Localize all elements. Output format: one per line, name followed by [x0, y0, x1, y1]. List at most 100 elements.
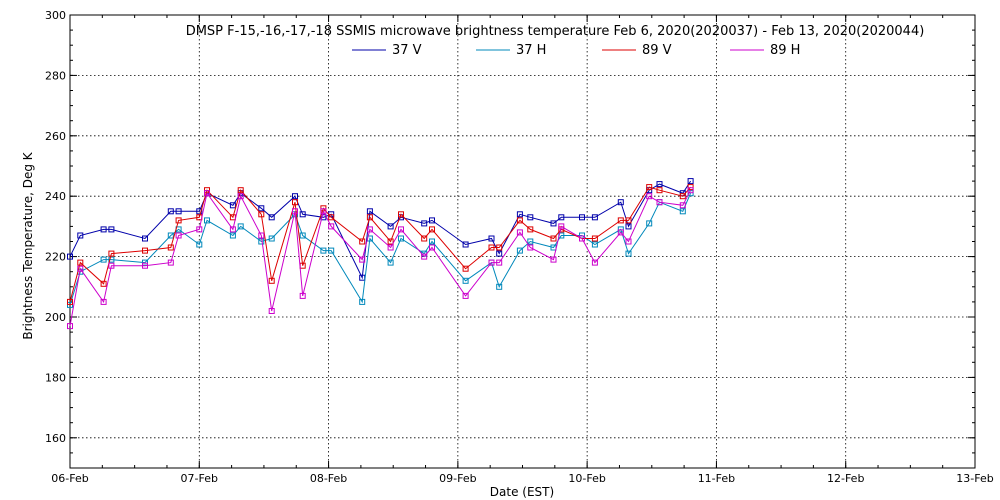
data-point: [77, 259, 84, 266]
data-point: [237, 187, 244, 194]
data-point: [496, 259, 503, 266]
data-point: [292, 199, 298, 206]
data-point: [421, 220, 428, 227]
data-point: [646, 193, 653, 200]
data-point: [550, 235, 557, 242]
data-point: [387, 244, 394, 251]
data-point: [366, 214, 373, 221]
data-point: [591, 214, 598, 221]
y-tick-label: 180: [45, 371, 66, 384]
data-point: [550, 220, 557, 227]
data-point: [258, 205, 265, 212]
x-tick-label: 09-Feb: [439, 472, 476, 485]
series-line: [69, 193, 692, 306]
data-point: [488, 235, 495, 242]
data-point: [656, 199, 663, 206]
data-point: [175, 208, 182, 215]
legend-label: 37 V: [392, 43, 422, 58]
x-tick-label: 13-Feb: [956, 472, 993, 485]
legend: 37 V 37 H 89 V 89 H: [352, 43, 800, 58]
data-point: [516, 217, 523, 224]
data-point: [268, 235, 275, 242]
data-point: [77, 232, 84, 239]
y-tick-label: 160: [45, 432, 66, 445]
data-point: [516, 229, 523, 236]
data-point: [142, 235, 148, 242]
data-point: [488, 244, 495, 251]
data-point: [328, 214, 335, 221]
data-point: [67, 298, 73, 305]
data-point: [591, 241, 598, 248]
data-point: [175, 217, 182, 224]
data-point: [204, 190, 210, 197]
series-layer: [67, 178, 694, 330]
data-point: [429, 238, 435, 245]
data-point: [387, 238, 394, 245]
data-point: [625, 217, 632, 224]
data-point: [229, 202, 236, 209]
data-point: [591, 259, 598, 266]
data-point: [237, 223, 244, 230]
data-point: [558, 214, 565, 221]
data-point: [398, 211, 404, 218]
data-point: [421, 235, 428, 242]
data-point: [292, 193, 298, 200]
data-point: [67, 323, 73, 330]
data-point: [516, 211, 523, 218]
legend-label: 89 V: [642, 43, 672, 58]
legend-label: 89 H: [770, 43, 800, 58]
data-point: [488, 259, 495, 266]
data-point: [108, 250, 115, 257]
data-point: [617, 199, 624, 206]
data-point: [359, 238, 366, 245]
data-point: [398, 226, 404, 233]
data-point: [579, 235, 585, 242]
data-point: [496, 250, 503, 257]
data-point: [258, 232, 265, 239]
data-point: [527, 244, 534, 251]
data-point: [142, 262, 148, 269]
series-89-h: [67, 187, 694, 330]
data-point: [100, 298, 107, 305]
data-point: [167, 259, 174, 266]
data-point: [496, 244, 503, 251]
data-point: [398, 235, 404, 242]
data-point: [527, 238, 534, 245]
data-point: [646, 184, 653, 191]
y-tick-label: 260: [45, 130, 66, 143]
data-point: [142, 259, 148, 266]
data-point: [679, 193, 686, 200]
data-point: [387, 259, 394, 266]
data-point: [299, 232, 306, 239]
data-point: [656, 187, 663, 194]
data-point: [204, 217, 210, 224]
plot-frame: [69, 14, 976, 469]
data-point: [268, 308, 275, 314]
data-point: [366, 208, 373, 215]
data-point: [462, 241, 469, 248]
data-point: [429, 226, 435, 233]
data-point: [100, 226, 107, 233]
data-point: [167, 244, 174, 251]
data-point: [625, 250, 632, 257]
data-point: [679, 202, 686, 209]
data-point: [328, 247, 335, 254]
data-point: [687, 184, 694, 191]
data-point: [77, 265, 84, 272]
data-point: [108, 262, 115, 269]
data-point: [550, 256, 557, 263]
data-point: [320, 214, 327, 221]
y-tick-label: 220: [45, 251, 66, 264]
data-point: [617, 217, 624, 224]
data-point: [229, 232, 236, 239]
data-point: [462, 292, 469, 299]
tick-layer: 160 180 200 220 240 260 280 300 06-Feb 07-Feb 08-F…: [45, 9, 994, 485]
y-tick-label: 280: [45, 69, 66, 82]
x-tick-label: 08-Feb: [310, 472, 347, 485]
data-point: [328, 223, 335, 230]
data-point: [462, 265, 469, 272]
data-point: [299, 211, 306, 218]
data-point: [292, 208, 298, 215]
data-point: [108, 256, 115, 263]
data-point: [591, 235, 598, 242]
